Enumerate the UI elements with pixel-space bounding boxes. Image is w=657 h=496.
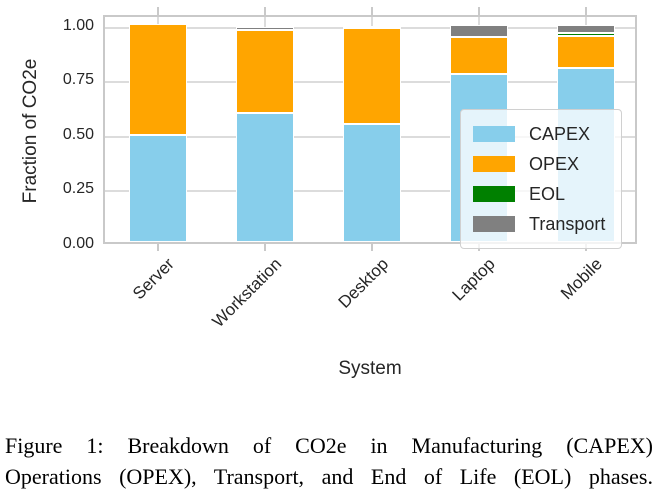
tick-mark-bottom <box>371 244 373 251</box>
caption-line-2: Operations (OPEX), Transport, and End of… <box>5 464 653 489</box>
y-tick-label: 1.00 <box>62 16 94 34</box>
figure-caption: Figure 1: Breakdown of CO2e in Manufactu… <box>5 430 653 492</box>
bar-desktop-opex <box>343 28 401 125</box>
legend-swatch-opex-icon <box>473 156 515 172</box>
legend-label: OPEX <box>529 153 580 174</box>
y-tick-label: 0.75 <box>62 71 94 89</box>
legend-swatch-transport-icon <box>473 216 515 232</box>
bar-mobile-transport <box>556 24 615 34</box>
bar-workstation-capex <box>236 113 295 242</box>
legend-item-transport: Transport <box>473 209 609 239</box>
bar-desktop-capex <box>343 124 401 242</box>
x-axis-title: System <box>338 358 402 379</box>
tick-mark-top <box>264 7 267 16</box>
bar-workstation-transport <box>236 27 295 31</box>
legend: CAPEX OPEX EOL Transport <box>460 109 622 249</box>
x-tick-text: Mobile <box>556 254 606 304</box>
plot-area: CAPEX OPEX EOL Transport <box>103 7 637 251</box>
legend-label: CAPEX <box>529 123 591 144</box>
bar-laptop-opex <box>449 37 508 75</box>
tick-mark-bottom <box>157 244 160 251</box>
bar-laptop-transport <box>449 25 508 37</box>
legend-swatch-capex-icon <box>473 126 515 142</box>
tick-mark-top <box>157 7 160 16</box>
x-tick-label-mobile: Mobile <box>378 252 606 303</box>
tick-mark-top <box>477 7 480 16</box>
chart-area: Fraction of CO2e CAPEX OPEX EOL Transport 0… <box>20 7 637 379</box>
bar-server-opex <box>129 23 188 136</box>
legend-item-opex: OPEX <box>473 149 609 179</box>
tick-mark-top <box>371 7 373 16</box>
bar-desktop-eol <box>343 25 401 29</box>
legend-item-capex: CAPEX <box>473 119 609 149</box>
legend-item-eol: EOL <box>473 179 609 209</box>
caption-line-1: Figure 1: Breakdown of CO2e in Manufactu… <box>5 433 653 458</box>
y-tick-label: 0.50 <box>62 125 94 143</box>
legend-label: Transport <box>529 213 606 234</box>
legend-swatch-eol-icon <box>473 186 515 202</box>
y-tick-label: 0.25 <box>62 180 94 198</box>
legend-label: EOL <box>529 183 566 204</box>
y-tick-label: 0.00 <box>62 235 94 252</box>
tick-mark-top <box>584 7 587 16</box>
bar-mobile-opex <box>556 35 615 68</box>
bar-mobile-eol <box>556 33 615 36</box>
bar-workstation-opex <box>236 30 295 114</box>
tick-mark-bottom <box>264 244 267 251</box>
bar-server-capex <box>129 135 188 242</box>
